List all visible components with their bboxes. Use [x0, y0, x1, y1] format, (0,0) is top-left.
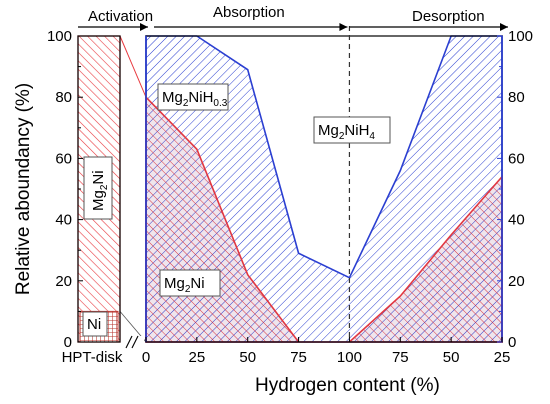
y-tick-label-right: 0	[508, 334, 516, 351]
y-tick-label-left: 0	[64, 334, 72, 351]
activation-arrow-head	[140, 23, 148, 31]
y-tick-label-left: 80	[55, 89, 72, 106]
x-axis-title: Hydrogen content (%)	[255, 375, 440, 396]
x-tick-label: 100	[337, 349, 362, 366]
y-tick-label-right: 40	[508, 212, 525, 229]
y-axis-right: 0 20 40 60 80 100	[497, 28, 533, 351]
x-tick-label: 75	[290, 349, 307, 366]
y-tick-label-right: 100	[508, 28, 533, 45]
x-tick-label: 0	[142, 349, 150, 366]
axis-break-mark	[122, 335, 144, 349]
y-axis-title: Relative aboundancy (%)	[13, 83, 34, 295]
y-tick-label-left: 40	[55, 212, 72, 229]
y-tick-label-left: 20	[55, 273, 72, 290]
x-tick-label: 25	[494, 349, 511, 366]
mg2nih03-label: Mg2NiH0.3	[162, 89, 228, 109]
hpt-ni-label: Ni	[87, 316, 101, 333]
mg2nih4-label-box	[313, 116, 391, 144]
mg2ni-label-box	[159, 269, 221, 297]
y-tick-label-right: 60	[508, 150, 525, 167]
y-tick-label-left: 100	[47, 28, 72, 45]
stage-label-desorption: Desorption	[412, 8, 485, 25]
hpt-mg2ni-label-box	[83, 156, 113, 220]
y-tick-label-right: 80	[508, 89, 525, 106]
stage-label-absorption: Absorption	[213, 4, 285, 21]
hpt-disk-label: HPT-disk	[62, 349, 123, 366]
stage-label-activation: Activation	[88, 8, 153, 25]
mg2nih03-label-box	[157, 83, 229, 111]
y-tick-label-left: 60	[55, 150, 72, 167]
absorption-arrow-head	[339, 23, 348, 31]
desorption-arrow-head	[500, 23, 508, 31]
activation-connector-mg2ni	[119, 35, 147, 98]
phase-labels: Mg2Ni Ni Mg2NiH0.3 Mg2NiH4 Mg2Ni	[82, 83, 391, 337]
mg2nih4-label: Mg2NiH4	[318, 122, 375, 142]
series-mg2ni-tint	[146, 97, 502, 342]
x-axis: 0 25 50 75 100 75 50 25	[142, 337, 511, 366]
hpt-mg2ni-label: Mg2Ni	[90, 170, 110, 211]
hpt-ni-label-box	[82, 311, 108, 337]
x-tick-label: 50	[239, 349, 256, 366]
y-tick-label-right: 20	[508, 273, 525, 290]
x-tick-label: 50	[443, 349, 460, 366]
x-tick-label: 75	[392, 349, 409, 366]
y-axis-left: 0 20 40 60 80 100	[47, 28, 83, 351]
axis-break-slash-2	[131, 335, 139, 349]
x-tick-label: 25	[189, 349, 206, 366]
axis-break-slash-1	[125, 335, 133, 349]
mg2ni-label: Mg2Ni	[164, 275, 205, 295]
stage-arrows: Activation Absorption Desorption	[78, 4, 508, 31]
